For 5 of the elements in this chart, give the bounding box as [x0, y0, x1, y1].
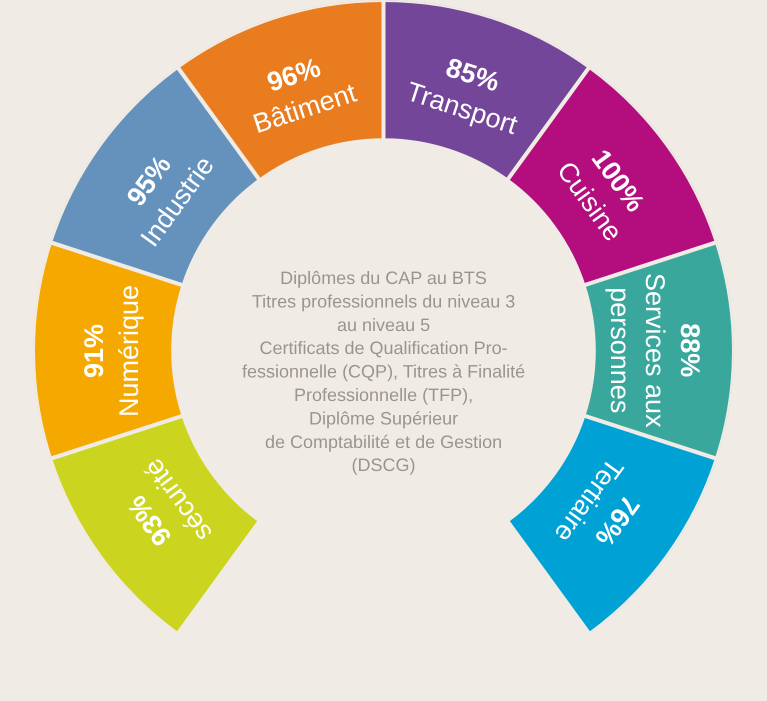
text: Diplômes du CAP au BTS Titres professionnels du niveau 3 au niveau 5 Certificats de Qualification Pro- fessionnelle (CQP), Titres à Finalité Professionnelle (TFP), Diplôme Supérieur de Comptabilité et de Gestion (DSCG): [242, 268, 526, 476]
category-label: Services aux personnes: [604, 273, 670, 428]
data-label: 91%: [79, 324, 109, 378]
data-label: 88%: [675, 323, 705, 378]
category-label: Numérique: [114, 284, 144, 417]
